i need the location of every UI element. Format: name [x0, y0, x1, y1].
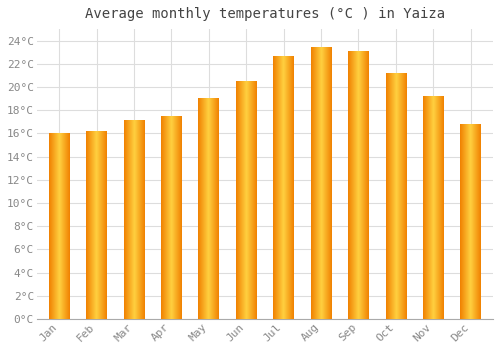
- Title: Average monthly temperatures (°C ) in Yaiza: Average monthly temperatures (°C ) in Ya…: [85, 7, 445, 21]
